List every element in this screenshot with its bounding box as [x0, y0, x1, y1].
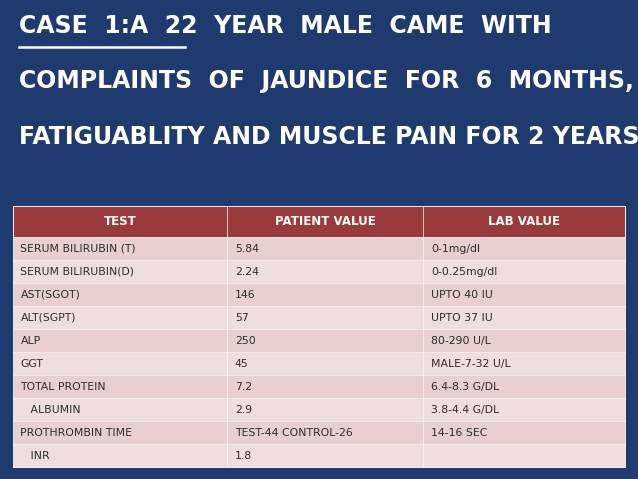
Text: 0-0.25mg/dl: 0-0.25mg/dl — [431, 267, 497, 276]
Bar — [13, 283, 625, 306]
Text: PROTHROMBIN TIME: PROTHROMBIN TIME — [20, 428, 133, 437]
Text: ALBUMIN: ALBUMIN — [20, 405, 81, 414]
Text: MALE-7-32 U/L: MALE-7-32 U/L — [431, 359, 510, 368]
Text: ALP: ALP — [20, 336, 41, 345]
Text: UPTO 40 IU: UPTO 40 IU — [431, 290, 493, 299]
Text: SERUM BILIRUBIN (T): SERUM BILIRUBIN (T) — [20, 244, 136, 253]
Text: FATIGUABLITY AND MUSCLE PAIN FOR 2 YEARS.: FATIGUABLITY AND MUSCLE PAIN FOR 2 YEARS… — [19, 125, 638, 148]
Text: ALT(SGPT): ALT(SGPT) — [20, 313, 76, 322]
Bar — [13, 260, 625, 283]
Text: 5.84: 5.84 — [235, 244, 259, 253]
Bar — [13, 206, 625, 237]
Text: AST(SGOT): AST(SGOT) — [20, 290, 80, 299]
Text: 6.4-8.3 G/DL: 6.4-8.3 G/DL — [431, 382, 499, 391]
Text: LAB VALUE: LAB VALUE — [488, 215, 560, 228]
Bar — [13, 352, 625, 375]
Text: PATIENT VALUE: PATIENT VALUE — [275, 215, 376, 228]
Bar — [13, 398, 625, 421]
Text: INR: INR — [20, 451, 50, 460]
Text: 2.24: 2.24 — [235, 267, 259, 276]
Text: TOTAL PROTEIN: TOTAL PROTEIN — [20, 382, 106, 391]
Text: COMPLAINTS  OF  JAUNDICE  FOR  6  MONTHS,: COMPLAINTS OF JAUNDICE FOR 6 MONTHS, — [19, 69, 634, 93]
Text: GGT: GGT — [20, 359, 43, 368]
Text: UPTO 37 IU: UPTO 37 IU — [431, 313, 493, 322]
Bar — [13, 329, 625, 352]
Text: 0-1mg/dl: 0-1mg/dl — [431, 244, 480, 253]
Bar — [13, 421, 625, 444]
Text: 14-16 SEC: 14-16 SEC — [431, 428, 487, 437]
Bar — [13, 237, 625, 260]
Text: 250: 250 — [235, 336, 256, 345]
Text: 2.9: 2.9 — [235, 405, 252, 414]
Text: 7.2: 7.2 — [235, 382, 252, 391]
Text: 3.8-4.4 G/DL: 3.8-4.4 G/DL — [431, 405, 499, 414]
Text: 146: 146 — [235, 290, 255, 299]
Text: CASE  1:A  22  YEAR  MALE  CAME  WITH: CASE 1:A 22 YEAR MALE CAME WITH — [19, 14, 552, 38]
Text: 45: 45 — [235, 359, 249, 368]
Text: 57: 57 — [235, 313, 249, 322]
Bar — [13, 306, 625, 329]
Text: TEST: TEST — [103, 215, 137, 228]
Text: TEST-44 CONTROL-26: TEST-44 CONTROL-26 — [235, 428, 353, 437]
Bar — [13, 444, 625, 467]
Bar — [13, 375, 625, 398]
Text: 80-290 U/L: 80-290 U/L — [431, 336, 491, 345]
Text: 1.8: 1.8 — [235, 451, 252, 460]
Text: SERUM BILIRUBIN(D): SERUM BILIRUBIN(D) — [20, 267, 135, 276]
